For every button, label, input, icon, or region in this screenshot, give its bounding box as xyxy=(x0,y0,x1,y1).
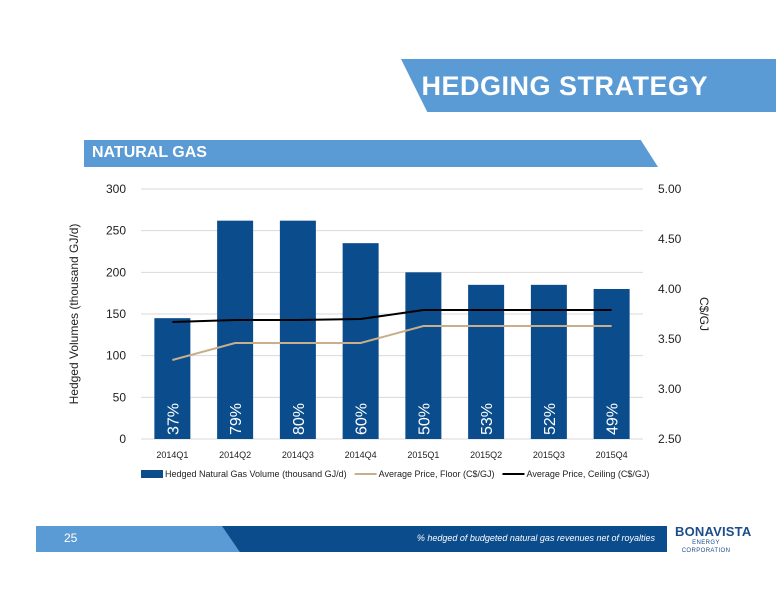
y-axis-title: Hedged Volumes (thousand GJ/d) xyxy=(67,224,81,405)
x-tick-label: 2015Q3 xyxy=(533,450,565,460)
x-tick-label: 2014Q3 xyxy=(282,450,314,460)
bar xyxy=(279,220,316,439)
company-logo: BONAVISTA ENERGY CORPORATION xyxy=(675,524,752,555)
bar-percent-label: 49% xyxy=(605,403,622,435)
y2-tick-label: 3.50 xyxy=(658,332,682,346)
bar-percent-label: 53% xyxy=(479,403,496,435)
bar-percent-label: 60% xyxy=(354,403,371,435)
y-tick-label: 250 xyxy=(106,224,126,238)
footer-right-band: % hedged of budgeted natural gas revenue… xyxy=(222,526,667,552)
bar xyxy=(593,289,630,439)
series-line xyxy=(172,325,612,361)
footer-left-band: 25 xyxy=(36,526,241,552)
y-tick-label: 150 xyxy=(106,307,126,321)
footnote: % hedged of budgeted natural gas revenue… xyxy=(416,533,655,543)
y2-tick-label: 5.00 xyxy=(658,182,682,196)
y2-tick-label: 2.50 xyxy=(658,432,682,446)
bar-percent-label: 79% xyxy=(228,403,245,435)
x-tick-label: 2015Q4 xyxy=(596,450,628,460)
y2-axis-title: C$/GJ xyxy=(697,297,711,331)
x-tick-label: 2014Q1 xyxy=(156,450,188,460)
page-title: HEDGING STRATEGY xyxy=(421,71,708,101)
y-tick-label: 300 xyxy=(106,182,126,196)
y-tick-label: 50 xyxy=(113,390,127,404)
legend-swatch xyxy=(141,470,163,478)
section-banner: NATURAL GAS xyxy=(84,140,658,167)
y2-tick-label: 3.00 xyxy=(658,382,682,396)
bar-percent-label: 52% xyxy=(542,403,559,435)
legend-label: Hedged Natural Gas Volume (thousand GJ/d… xyxy=(165,469,347,479)
bar xyxy=(342,243,379,439)
y-tick-label: 0 xyxy=(119,432,126,446)
series-line xyxy=(172,309,612,323)
logo-subtitle: ENERGY CORPORATION xyxy=(681,540,731,554)
y2-tick-label: 4.50 xyxy=(658,232,682,246)
bar-percent-label: 80% xyxy=(291,403,308,435)
x-tick-label: 2014Q2 xyxy=(219,450,251,460)
bar-percent-label: 50% xyxy=(416,403,433,435)
page-number: 25 xyxy=(64,531,78,545)
title-banner: HEDGING STRATEGY xyxy=(401,59,776,112)
y-tick-label: 100 xyxy=(106,349,126,363)
y2-tick-label: 4.00 xyxy=(658,282,682,296)
bar xyxy=(154,318,191,439)
logo-name: BONAVISTA xyxy=(675,524,752,539)
section-title: NATURAL GAS xyxy=(92,144,207,161)
x-tick-label: 2015Q1 xyxy=(407,450,439,460)
bar xyxy=(217,220,254,439)
y-tick-label: 200 xyxy=(106,265,126,279)
x-tick-label: 2014Q4 xyxy=(345,450,377,460)
bar xyxy=(405,272,442,439)
legend-label: Average Price, Floor (C$/GJ) xyxy=(379,469,495,479)
bar-percent-label: 37% xyxy=(165,403,182,435)
x-tick-label: 2015Q2 xyxy=(470,450,502,460)
legend-label: Average Price, Ceiling (C$/GJ) xyxy=(526,469,649,479)
